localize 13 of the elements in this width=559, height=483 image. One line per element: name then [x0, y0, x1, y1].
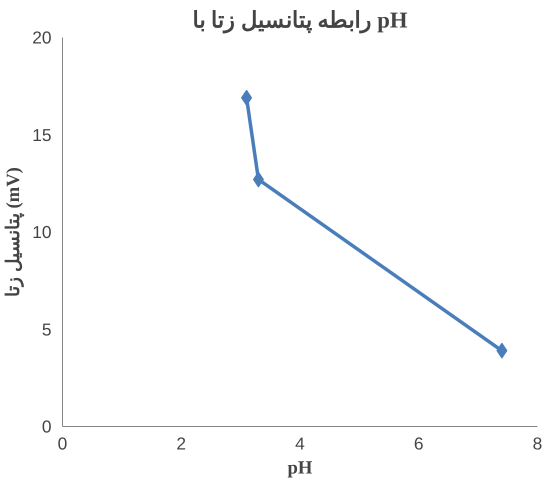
y-tick-label: 15	[32, 124, 52, 145]
x-tick-label: 6	[414, 434, 424, 454]
y-tick-label: 0	[42, 416, 52, 436]
y-tick-label: 5	[42, 319, 52, 340]
chart-title: رابطه پتانسیل زتا با pH	[192, 8, 408, 34]
x-tick-label: 8	[532, 434, 542, 454]
y-tick-label: 10	[32, 222, 52, 242]
x-tick-label: 0	[58, 434, 68, 454]
x-tick-label: 4	[295, 434, 306, 454]
y-tick-label: 20	[32, 28, 52, 48]
y-axis-title: پتانسیل زتا (mV)	[3, 167, 24, 297]
x-tick-label: 2	[176, 434, 186, 454]
x-axis-title: pH	[288, 458, 313, 478]
